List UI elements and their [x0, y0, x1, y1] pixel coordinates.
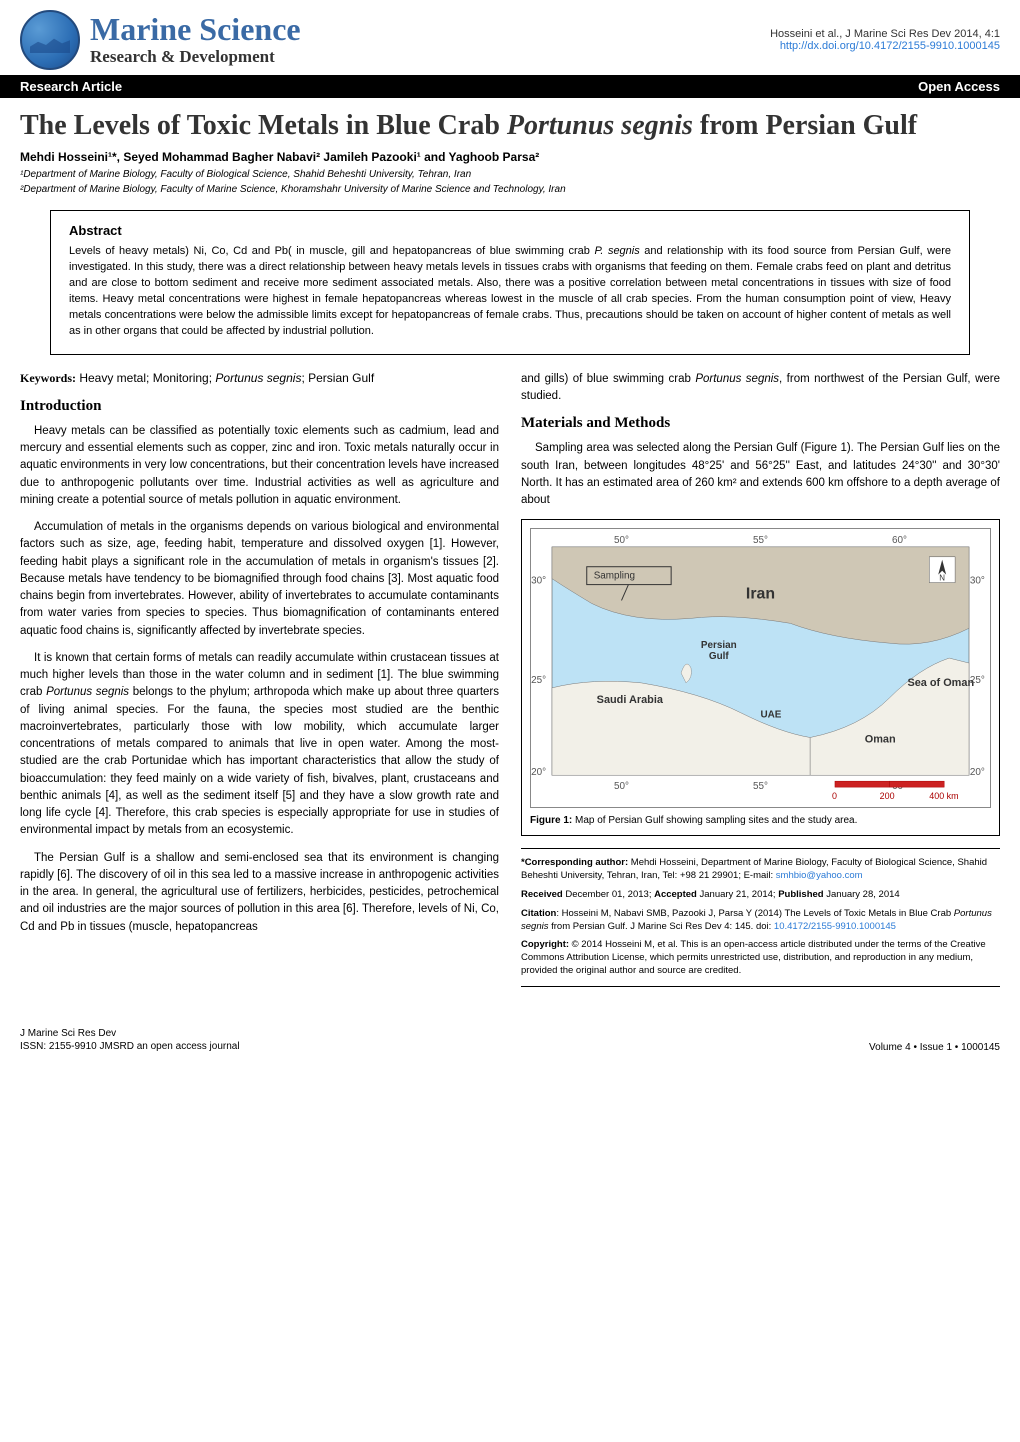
right-column: and gills) of blue swimming crab Portunu… — [521, 371, 1000, 987]
accepted-label: Accepted — [654, 889, 697, 900]
mm-heading: Materials and Methods — [521, 415, 1000, 432]
sampling-label: Sampling — [594, 571, 635, 582]
article-title: The Levels of Toxic Metals in Blue Crab … — [20, 110, 1000, 142]
affiliation-1: ¹Department of Marine Biology, Faculty o… — [20, 168, 1000, 181]
journal-brand: Marine Science Research & Development — [20, 10, 301, 70]
intro-p3: It is known that certain forms of metals… — [20, 650, 499, 840]
title-species: Portunus segnis — [507, 110, 693, 141]
lat-tick: 25° — [970, 675, 985, 686]
copyright-text: © 2014 Hosseini M, et al. This is an ope… — [521, 939, 986, 976]
scale-0: 0 — [832, 791, 837, 801]
footer-journal: J Marine Sci Res Dev — [20, 1027, 240, 1040]
intro-p4: The Persian Gulf is a shallow and semi-e… — [20, 850, 499, 936]
lon-tick: 50° — [614, 535, 629, 546]
two-column-layout: Keywords: Heavy metal; Monitoring; Portu… — [20, 371, 1000, 987]
page-footer: J Marine Sci Res Dev ISSN: 2155-9910 JMS… — [0, 1007, 1020, 1065]
keywords-pre: Heavy metal; Monitoring; — [76, 371, 215, 385]
lat-tick: 20° — [531, 768, 546, 779]
intro-p1: Heavy metals can be classified as potent… — [20, 423, 499, 509]
lon-tick: 50° — [614, 781, 629, 792]
lat-tick: 30° — [970, 576, 985, 587]
scale-200: 200 — [880, 791, 895, 801]
citation-line: Hosseini et al., J Marine Sci Res Dev 20… — [770, 28, 1000, 40]
corr-email-link[interactable]: smhbio@yahoo.com — [776, 870, 863, 881]
citation-pre: : Hosseini M, Nabavi SMB, Pazooki J, Par… — [556, 908, 953, 919]
saudi-label: Saudi Arabia — [597, 694, 664, 706]
lat-tick: 30° — [531, 576, 546, 587]
access-type: Open Access — [918, 79, 1000, 94]
lat-tick: 20° — [970, 768, 985, 779]
accepted-date: January 21, 2014; — [697, 889, 778, 900]
corresponding-author: *Corresponding author: Mehdi Hosseini, D… — [521, 857, 1000, 883]
sea-oman-label: Sea of Oman — [907, 677, 974, 689]
citation-label: Citation — [521, 908, 556, 919]
figure-1-map: Sampling Iran Saudi Arabia UAE Oman Sea … — [530, 528, 991, 808]
right-p1-species: Portunus segnis — [695, 373, 779, 385]
persian-gulf-label-2: Gulf — [709, 651, 730, 662]
right-p1: and gills) of blue swimming crab Portunu… — [521, 371, 1000, 406]
keywords-species: Portunus segnis — [215, 371, 301, 385]
article-type-bar: Research Article Open Access — [0, 75, 1020, 98]
lon-tick: 60° — [892, 535, 907, 546]
intro-p2: Accumulation of metals in the organisms … — [20, 519, 499, 640]
journal-header: Marine Science Research & Development Ho… — [0, 0, 1020, 75]
lon-tick: 55° — [753, 535, 768, 546]
citation-doi-link[interactable]: 10.4172/2155-9910.1000145 — [774, 921, 896, 932]
article-body: The Levels of Toxic Metals in Blue Crab … — [0, 98, 1020, 1007]
figure-1-caption-label: Figure 1: — [530, 815, 572, 826]
lon-tick: 55° — [753, 781, 768, 792]
published-label: Published — [778, 889, 823, 900]
received-date: December 01, 2013; — [563, 889, 654, 900]
intro-p3-post: belongs to the phylum; arthropoda which … — [20, 686, 499, 836]
article-info-box: *Corresponding author: Mehdi Hosseini, D… — [521, 848, 1000, 987]
title-post: from Persian Gulf — [693, 110, 917, 141]
intro-p3-species: Portunus segnis — [46, 686, 129, 698]
persian-gulf-label: Persian — [701, 640, 737, 651]
abstract-species: P. segnis — [594, 245, 639, 257]
affiliation-2: ²Department of Marine Biology, Faculty o… — [20, 183, 1000, 196]
footer-volume: Volume 4 • Issue 1 • 1000145 — [869, 1042, 1000, 1053]
uae-label: UAE — [761, 710, 782, 721]
abstract-text: Levels of heavy metals) Ni, Co, Cd and P… — [69, 244, 951, 340]
oman-label: Oman — [865, 734, 896, 746]
keywords-post: ; Persian Gulf — [301, 371, 374, 385]
abstract-box: Abstract Levels of heavy metals) Ni, Co,… — [50, 210, 970, 355]
lat-tick: 25° — [531, 675, 546, 686]
copyright-label: Copyright: — [521, 939, 569, 950]
citation-info: Citation: Hosseini M, Nabavi SMB, Pazook… — [521, 908, 1000, 934]
article-dates: Received December 01, 2013; Accepted Jan… — [521, 889, 1000, 902]
abstract-heading: Abstract — [69, 223, 951, 238]
published-date: January 28, 2014 — [824, 889, 900, 900]
title-pre: The Levels of Toxic Metals in Blue Crab — [20, 110, 507, 141]
authors: Mehdi Hosseini¹*, Seyed Mohammad Bagher … — [20, 150, 1000, 164]
scale-400: 400 km — [929, 791, 958, 801]
mm-p1: Sampling area was selected along the Per… — [521, 440, 1000, 509]
abstract-text-pre: Levels of heavy metals) Ni, Co, Cd and P… — [69, 245, 594, 257]
figure-1: Sampling Iran Saudi Arabia UAE Oman Sea … — [521, 519, 1000, 836]
journal-logo-icon — [20, 10, 80, 70]
iran-label: Iran — [746, 586, 775, 603]
right-p1-pre: and gills) of blue swimming crab — [521, 373, 695, 385]
journal-subtitle: Research & Development — [90, 47, 301, 67]
received-label: Received — [521, 889, 563, 900]
keywords-line: Keywords: Heavy metal; Monitoring; Portu… — [20, 371, 499, 386]
journal-title: Marine Science — [90, 13, 301, 45]
journal-titles: Marine Science Research & Development — [90, 13, 301, 67]
corr-label: *Corresponding author: — [521, 857, 628, 868]
intro-heading: Introduction — [20, 398, 499, 415]
article-type: Research Article — [20, 79, 122, 94]
citation-post: from Persian Gulf. J Marine Sci Res Dev … — [548, 921, 773, 932]
figure-1-caption: Figure 1: Map of Persian Gulf showing sa… — [530, 814, 991, 827]
keywords-label: Keywords: — [20, 371, 76, 385]
abstract-text-post: and relationship with its food source fr… — [69, 245, 951, 337]
header-citation: Hosseini et al., J Marine Sci Res Dev 20… — [770, 28, 1000, 52]
figure-1-caption-text: Map of Persian Gulf showing sampling sit… — [572, 815, 857, 826]
copyright-info: Copyright: © 2014 Hosseini M, et al. Thi… — [521, 939, 1000, 977]
footer-issn: ISSN: 2155-9910 JMSRD an open access jou… — [20, 1040, 240, 1053]
left-column: Keywords: Heavy metal; Monitoring; Portu… — [20, 371, 499, 987]
doi-link[interactable]: http://dx.doi.org/10.4172/2155-9910.1000… — [780, 40, 1000, 52]
compass-n: N — [939, 574, 945, 583]
footer-left: J Marine Sci Res Dev ISSN: 2155-9910 JMS… — [20, 1027, 240, 1053]
